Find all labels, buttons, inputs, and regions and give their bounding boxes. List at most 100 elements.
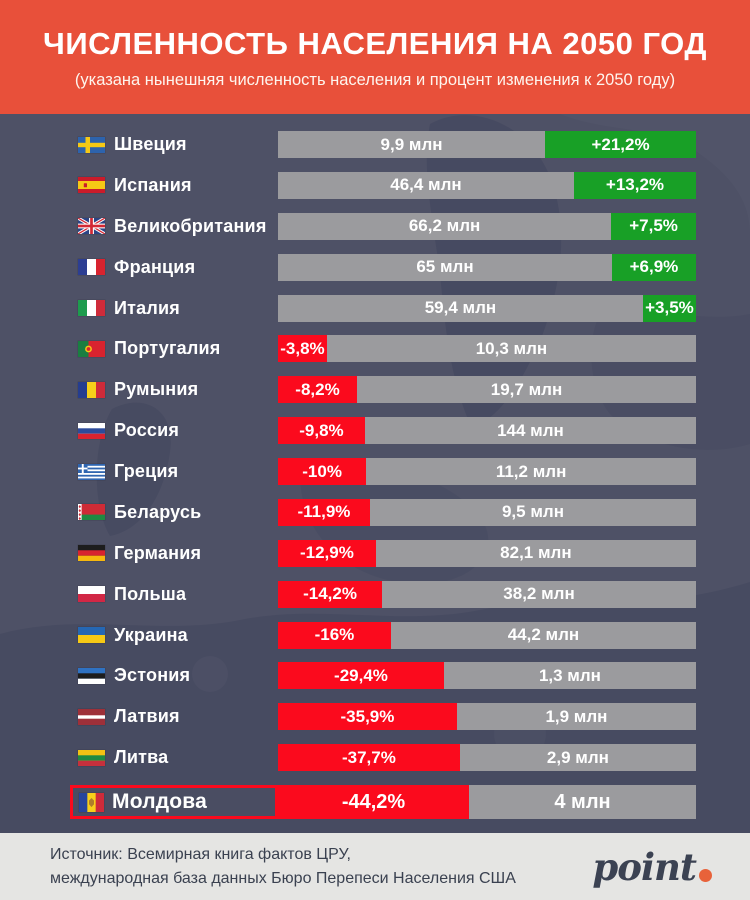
population-bar: -29,4% 1,3 млн: [278, 662, 696, 690]
country-name: Греция: [114, 461, 179, 481]
change-segment: +3,5%: [642, 294, 696, 322]
chart-area: Швеция 9,9 млн +21,2% Испания 46,4 млн +13,2%…: [0, 114, 750, 833]
flag-icon-lithuania: [78, 749, 105, 766]
source-line-1: Источник: Всемирная книга фактов ЦРУ,: [50, 846, 351, 864]
country-label: Франция: [70, 254, 278, 281]
change-segment: -14,2%: [278, 580, 383, 608]
country-label: Литва: [70, 744, 278, 771]
change-segment: -11,9%: [278, 498, 370, 526]
country-name: Швеция: [114, 134, 187, 154]
country-row: Испания 46,4 млн +13,2%: [70, 171, 696, 199]
footer: Источник: Всемирная книга фактов ЦРУ, ме…: [0, 833, 750, 900]
country-row: Греция -10% 11,2 млн: [70, 458, 696, 485]
change-segment: -44,2%: [278, 785, 470, 819]
country-row: Германия -12,9% 82,1 млн: [70, 539, 696, 567]
population-segment: 2,9 млн: [459, 744, 696, 772]
flag-icon-romania: [78, 381, 105, 398]
population-segment: 82,1 млн: [375, 539, 696, 567]
header: ЧИСЛЕННОСТЬ НАСЕЛЕНИЯ НА 2050 ГОД (указа…: [0, 0, 750, 114]
country-row: Латвия -35,9% 1,9 млн: [70, 703, 696, 731]
population-bar: -8,2% 19,7 млн: [278, 376, 696, 404]
population-bar: 9,9 млн +21,2%: [278, 131, 696, 158]
flag-icon-germany: [78, 545, 105, 562]
country-rows: Швеция 9,9 млн +21,2% Испания 46,4 млн +13,2%…: [0, 114, 750, 833]
population-bar: 66,2 млн +7,5%: [278, 212, 696, 240]
change-segment: -12,9%: [278, 539, 376, 567]
flag-icon-belarus: [78, 504, 105, 521]
population-segment: 46,4 млн: [278, 171, 574, 199]
population-bar: -11,9% 9,5 млн: [278, 498, 696, 526]
change-segment: +6,9%: [611, 253, 696, 281]
country-row: Португалия -3,8% 10,3 млн: [70, 335, 696, 363]
country-label: Италия: [70, 295, 278, 322]
change-segment: +21,2%: [545, 131, 696, 158]
change-segment: +7,5%: [611, 212, 696, 240]
population-segment: 44,2 млн: [390, 621, 696, 649]
change-segment: -10%: [278, 458, 367, 485]
country-name: Великобритания: [114, 215, 267, 236]
population-bar: -44,2% 4 млн: [278, 785, 696, 819]
country-row: Польша -14,2% 38,2 млн: [70, 580, 696, 608]
point-logo: point: [592, 845, 712, 889]
country-label: Украина: [70, 622, 278, 649]
country-label: Латвия: [70, 703, 278, 730]
country-name: Италия: [114, 297, 180, 318]
population-bar: -12,9% 82,1 млн: [278, 539, 696, 567]
point-logo-text: point: [592, 844, 697, 889]
country-row: Италия 59,4 млн +3,5%: [70, 294, 696, 322]
flag-icon-france: [78, 259, 105, 276]
population-segment: 144 млн: [364, 417, 696, 445]
flag-icon-spain: [78, 177, 105, 194]
flag-icon-italy: [78, 300, 105, 316]
page-title: ЧИСЛЕННОСТЬ НАСЕЛЕНИЯ НА 2050 ГОД: [43, 26, 707, 61]
country-label: Эстония: [70, 662, 278, 689]
change-segment: -16%: [278, 621, 391, 649]
country-name: Франция: [114, 256, 196, 277]
flag-icon-sweden: [78, 136, 105, 153]
country-row: Украина -16% 44,2 млн: [70, 621, 696, 649]
change-segment: -9,8%: [278, 417, 365, 445]
country-row: Беларусь -11,9% 9,5 млн: [70, 498, 696, 526]
country-label: Португалия: [70, 335, 278, 362]
population-segment: 9,5 млн: [369, 498, 696, 526]
country-name: Литва: [114, 747, 169, 768]
country-label: Беларусь: [70, 499, 278, 526]
population-segment: 66,2 млн: [278, 212, 612, 240]
change-segment: +13,2%: [573, 171, 696, 199]
population-bar: -14,2% 38,2 млн: [278, 580, 696, 608]
country-name: Испания: [114, 174, 192, 195]
change-segment: -37,7%: [278, 744, 460, 772]
logo-orange-dot: [699, 868, 712, 882]
country-label: Греция: [70, 458, 278, 485]
population-bar: 59,4 млн +3,5%: [278, 294, 696, 322]
change-segment: -3,8%: [278, 335, 327, 363]
country-label: Великобритания: [70, 213, 278, 240]
country-name: Португалия: [114, 338, 221, 359]
flag-icon-ukraine: [78, 627, 105, 643]
change-segment: -35,9%: [278, 703, 457, 731]
page-subtitle: (указана нынешняя численность населения …: [74, 71, 676, 89]
population-segment: 1,9 млн: [456, 703, 696, 731]
population-segment: 10,3 млн: [326, 335, 696, 363]
population-segment: 4 млн: [469, 785, 696, 819]
flag-icon-latvia: [78, 708, 105, 725]
source-text: Источник: Всемирная книга фактов ЦРУ, ме…: [50, 843, 516, 889]
country-row: Швеция 9,9 млн +21,2%: [70, 131, 696, 158]
population-segment: 38,2 млн: [382, 580, 696, 608]
flag-icon-greece: [78, 463, 105, 480]
country-name: Румыния: [114, 379, 199, 400]
country-name: Россия: [114, 420, 180, 441]
flag-icon-russia: [78, 422, 105, 439]
flag-icon-poland: [78, 586, 105, 603]
country-label: Германия: [70, 540, 278, 567]
country-row: Великобритания 66,2 млн +7,5%: [70, 212, 696, 240]
country-row: Литва -37,7% 2,9 млн: [70, 744, 696, 772]
source-line-2: международная база данных Бюро Перепеси …: [50, 869, 516, 887]
population-bar: -16% 44,2 млн: [278, 621, 696, 649]
change-segment: -29,4%: [278, 662, 444, 690]
country-label: Молдова: [70, 785, 278, 819]
country-name: Украина: [114, 624, 188, 645]
country-name: Молдова: [112, 790, 208, 813]
country-label: Испания: [70, 172, 278, 199]
country-row: Эстония -29,4% 1,3 млн: [70, 662, 696, 690]
